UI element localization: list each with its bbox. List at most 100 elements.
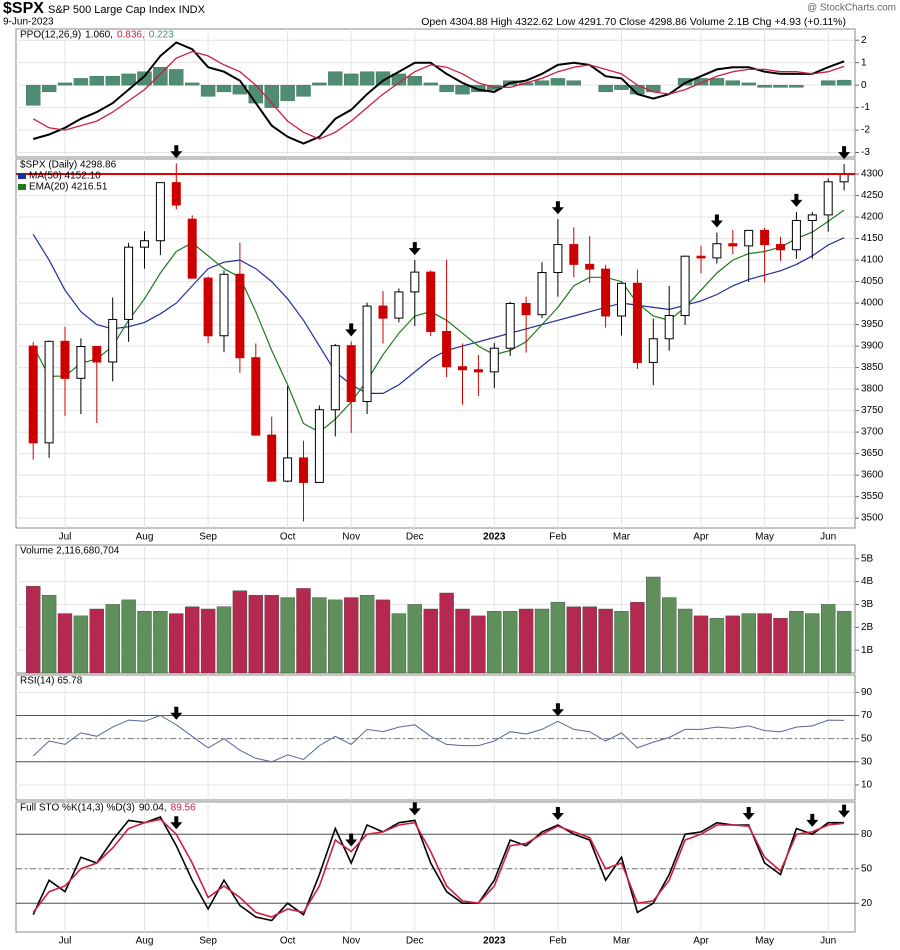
candle-body — [442, 330, 452, 368]
panel-frame — [15, 28, 856, 158]
y-tick-label: 1 — [861, 57, 867, 68]
panel-title: PPO(12,26,9) — [20, 30, 81, 41]
candle-body — [362, 305, 372, 403]
volume-bar — [41, 595, 57, 674]
volume-bar — [153, 611, 168, 674]
volume-bar — [312, 597, 327, 674]
series-line — [32, 209, 845, 433]
date: 9-Jun-2023 — [3, 17, 54, 28]
volume-bar — [550, 601, 566, 674]
candle-body — [299, 457, 308, 483]
volume-bar — [375, 599, 391, 674]
readout-value: 1.060, — [85, 30, 113, 41]
histogram-bar — [677, 78, 693, 86]
arrow-marker — [806, 813, 819, 827]
readout-value: 0.836, — [117, 30, 145, 41]
volume-bar — [582, 606, 597, 674]
candle-body — [155, 182, 165, 242]
histogram-bar — [137, 71, 152, 86]
arrow-marker — [170, 816, 183, 830]
histogram-bar — [280, 84, 295, 102]
candle-body — [632, 282, 642, 363]
volume-bar — [836, 611, 852, 674]
x-tick-label: 2023 — [483, 532, 506, 543]
histogram-bar — [105, 75, 120, 86]
histogram-bar — [391, 73, 407, 86]
y-tick-label: 3750 — [861, 405, 884, 416]
series-line — [32, 816, 845, 922]
x-tick-label: Oct — [280, 936, 296, 947]
histogram-bar — [121, 73, 136, 86]
x-tick-label: Jul — [59, 936, 72, 947]
panel-title: RSI(14) 65.78 — [20, 676, 83, 687]
histogram-bar — [312, 82, 327, 86]
volume-bar — [200, 608, 216, 674]
candle-body — [378, 305, 388, 319]
candle-body — [585, 263, 595, 270]
candle-body — [712, 243, 722, 259]
y-tick-label: 50 — [861, 863, 873, 874]
volume-bar — [73, 615, 89, 674]
y-tick-label: 3600 — [861, 470, 884, 481]
candle-body — [235, 273, 245, 359]
volume-bar — [789, 611, 804, 674]
candle-body — [617, 282, 626, 317]
candle-body — [489, 347, 499, 373]
y-tick-label: 90 — [861, 687, 873, 698]
histogram-bar — [789, 84, 804, 88]
y-tick-label: 4000 — [861, 298, 884, 309]
volume-bar — [741, 613, 756, 674]
volume-bar — [709, 617, 725, 674]
volume-bar — [328, 599, 343, 674]
arrow-marker — [551, 703, 564, 717]
candle-body — [283, 457, 293, 482]
candle-body — [330, 345, 340, 411]
y-tick-label: 3700 — [861, 427, 884, 438]
y-tick-label: 10 — [861, 780, 873, 791]
series-line — [32, 233, 845, 394]
volume-bar — [725, 615, 740, 674]
arrow-marker — [408, 802, 421, 816]
candle-body — [28, 345, 38, 444]
x-tick-label: Jun — [820, 532, 836, 543]
histogram-bar — [73, 78, 89, 86]
histogram-bar — [200, 84, 216, 97]
y-tick-label: 3550 — [861, 491, 884, 502]
volume-bar — [137, 611, 152, 674]
candle-body — [601, 268, 611, 317]
candle-body — [776, 244, 785, 251]
histogram-bar — [836, 79, 852, 86]
y-tick-label: -3 — [861, 147, 870, 158]
arrow-marker — [838, 804, 851, 818]
candle-body — [60, 340, 70, 379]
readout-value: 90.04, — [139, 803, 167, 814]
y-tick-label: 3850 — [861, 362, 884, 373]
volume-bar — [598, 608, 613, 674]
x-tick-label: Dec — [406, 532, 424, 543]
x-tick-label: Aug — [136, 532, 154, 543]
candle-body — [458, 366, 467, 371]
histogram-bar — [693, 78, 709, 86]
candle-body — [839, 173, 849, 183]
volume-bar — [614, 611, 629, 674]
volume-bar — [232, 590, 248, 674]
histogram-bar — [566, 80, 581, 86]
y-tick-label: 2B — [861, 622, 874, 633]
x-tick-label: Aug — [136, 936, 154, 947]
arrow-marker — [170, 145, 183, 159]
volume-bar — [89, 608, 105, 674]
panel-frame — [15, 158, 856, 529]
candle-body — [346, 345, 356, 403]
candle-body — [187, 218, 197, 279]
x-tick-label: Dec — [406, 936, 424, 947]
candle-body — [473, 369, 483, 373]
candle-body — [648, 338, 658, 363]
arrow-marker — [345, 833, 358, 847]
candle-body — [171, 182, 181, 206]
candle-body — [108, 318, 118, 363]
candle-body — [760, 229, 770, 246]
candle-body — [553, 244, 563, 274]
candle-body — [140, 240, 149, 248]
arrow-marker — [742, 807, 755, 821]
x-tick-label: Oct — [280, 532, 296, 543]
